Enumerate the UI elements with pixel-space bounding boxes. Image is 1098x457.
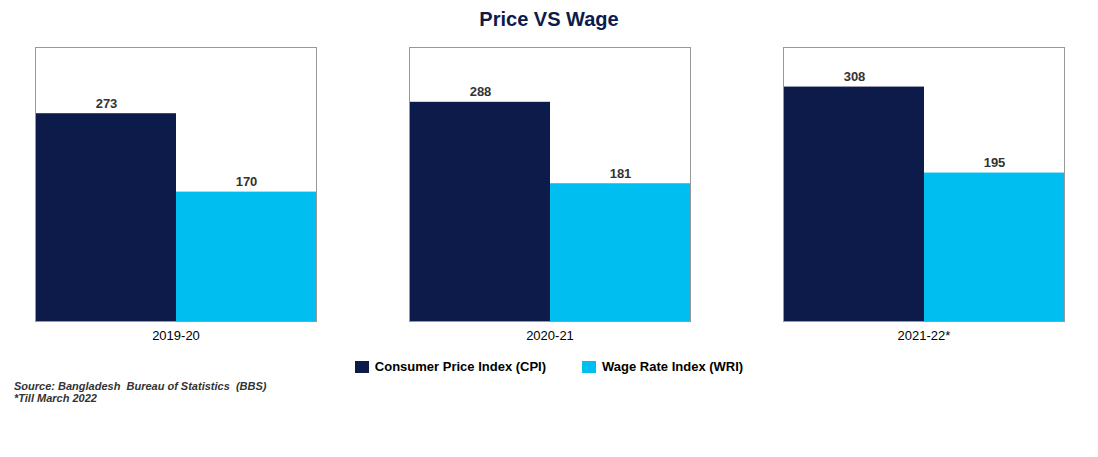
svg-text:2021-22*: 2021-22* (898, 328, 951, 343)
svg-text:170: 170 (236, 174, 258, 189)
svg-text:2020-21: 2020-21 (526, 328, 574, 343)
html-text:Source: Bangladesh Bureau of S: Source: Bangladesh Bureau of Statistics … (14, 380, 267, 404)
svg-text:273: 273 (96, 96, 118, 111)
svg-text:288: 288 (470, 84, 492, 99)
html-text:Wage Rate Index (WRI): Wage Rate Index (WRI) (602, 359, 744, 374)
svg-text:2019-20: 2019-20 (152, 328, 200, 343)
html-text:Consumer Price Index (CPI): Consumer Price Index (CPI) (374, 359, 547, 374)
svg-text:195: 195 (984, 155, 1006, 170)
svg-text:308: 308 (844, 69, 866, 84)
html-text:Price VS Wage: Price VS Wage (479, 8, 619, 30)
svg-text:181: 181 (610, 166, 632, 181)
